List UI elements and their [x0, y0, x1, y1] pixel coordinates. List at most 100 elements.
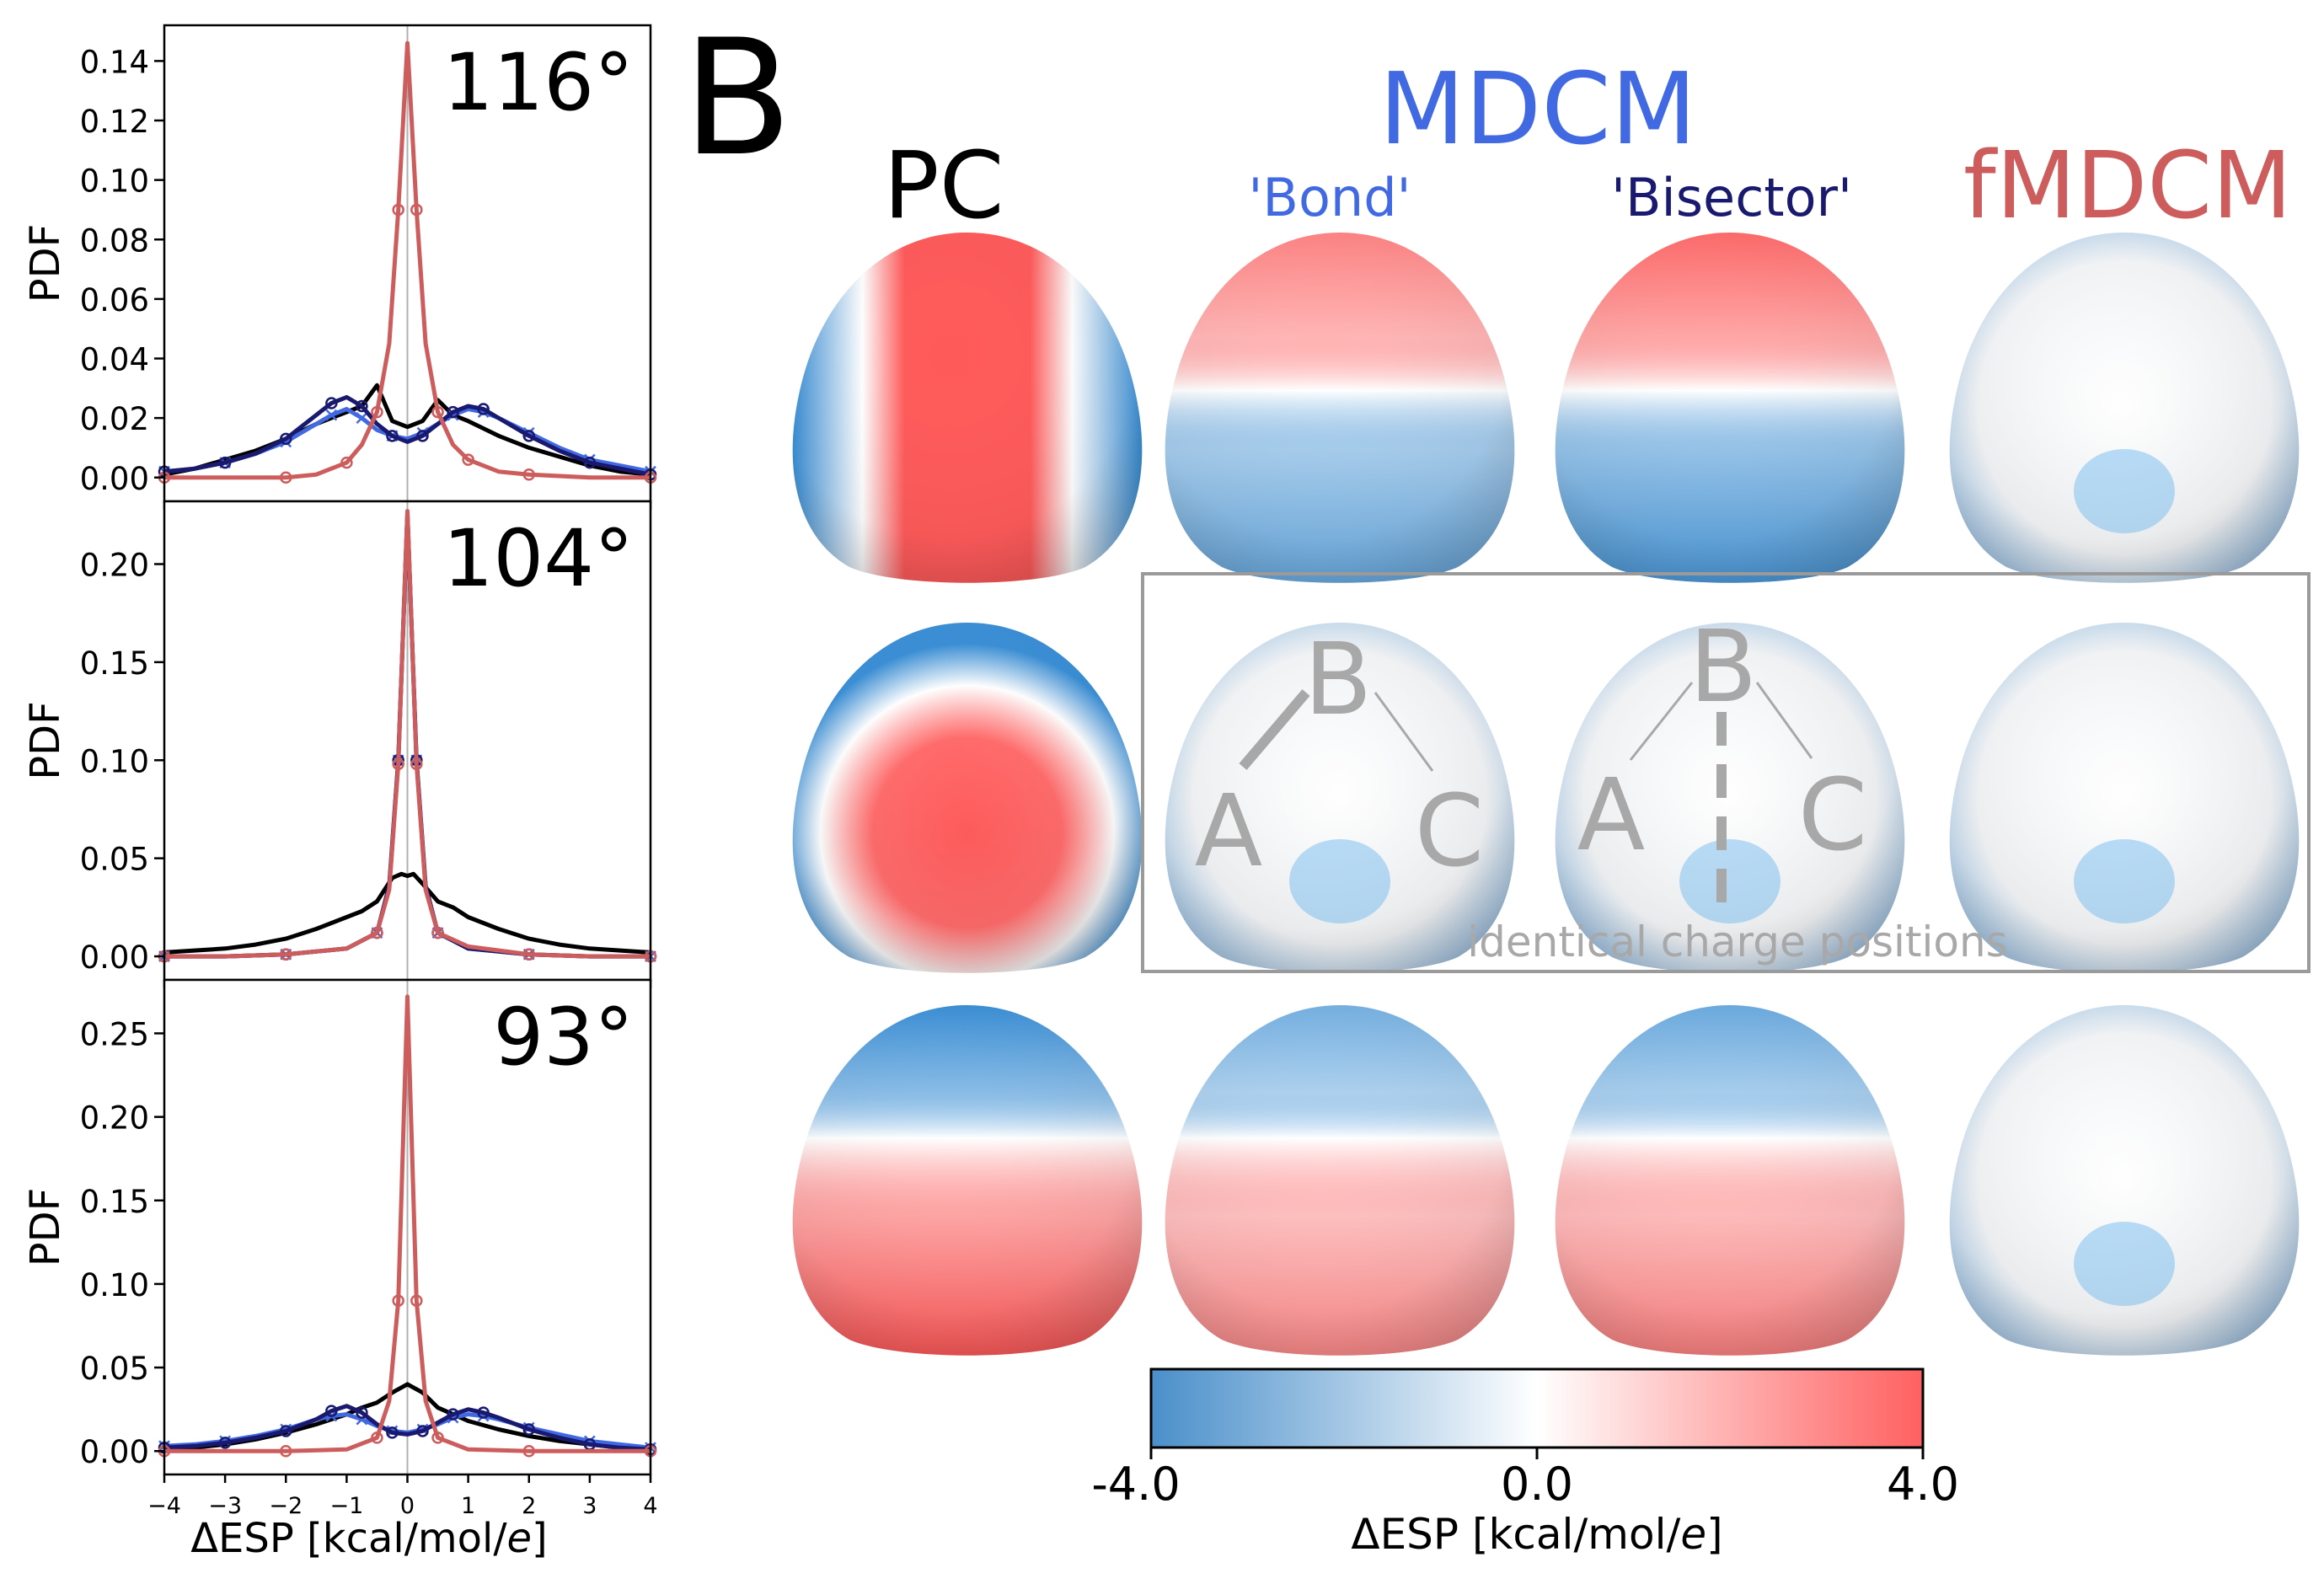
- series-marker: [280, 471, 292, 484]
- bisector-line-bc: [1755, 682, 1813, 759]
- esp-maps: [792, 233, 2300, 1356]
- panel-a-xlabel: ΔESP [kcal/mol/e]: [190, 1515, 548, 1562]
- x-tick-label: −2: [269, 1493, 303, 1519]
- series-marker: [356, 399, 368, 413]
- esp-map-bond-2: [1165, 1005, 1515, 1356]
- series-marker: [392, 1294, 404, 1308]
- series-marker: [477, 1406, 490, 1419]
- bond-atom-a: A: [1195, 773, 1263, 889]
- series-marker: [416, 430, 429, 442]
- y-tick-label: 0.10: [80, 163, 149, 200]
- bond-atom-c: C: [1415, 773, 1484, 889]
- y-tick-label: 0.06: [80, 282, 149, 318]
- map-shading: [1555, 233, 1905, 583]
- series-marker: [431, 926, 444, 939]
- bond-schematic: A B C: [1195, 621, 1485, 889]
- bisector-line-ab: [1629, 682, 1694, 761]
- series-marker: [462, 453, 474, 466]
- y-tick-label: 0.00: [80, 1434, 149, 1470]
- map-shading: [1949, 1005, 2300, 1356]
- colorbar-gradient: [1149, 1367, 1925, 1449]
- colorbar-tick-label-max: 4.0: [1887, 1458, 1959, 1511]
- series-marker: [522, 430, 535, 442]
- series-line-mdcm-bisector: [163, 394, 651, 477]
- bond-atom-b: B: [1304, 621, 1373, 737]
- angle-label: 116°: [443, 37, 634, 129]
- x-tick-label: 2: [522, 1493, 536, 1519]
- x-tick-label: −1: [329, 1493, 363, 1519]
- colorbar-label: ΔESP [kcal/mol/e]: [1351, 1510, 1722, 1559]
- series-line-mdcm-bisector: [163, 1404, 651, 1452]
- y-tick-label: 0.00: [80, 939, 149, 976]
- series-marker: [392, 757, 404, 771]
- series-marker: [522, 1423, 535, 1436]
- map-shading: [1165, 623, 1515, 973]
- colorbar-tick-label-min: -4.0: [1091, 1458, 1180, 1511]
- series-marker: [280, 432, 292, 446]
- esp-map-pc-0: [792, 233, 1143, 583]
- esp-map-bisector-0: [1555, 233, 1905, 583]
- bond-line-ab: [1239, 689, 1310, 770]
- panel-b: B MDCM PC 'Bond' 'Bisector' fMDCM A B C …: [683, 5, 2311, 1559]
- identical-positions-box: [1141, 572, 2311, 973]
- y-tick-label: 0.00: [80, 461, 149, 497]
- esp-map-pc-1: [792, 623, 1143, 973]
- panel-b-letter: B: [683, 5, 792, 191]
- series-marker: [431, 1431, 444, 1444]
- pdf-plot-0: 0.00 0.02 0.04 0.06 0.08 0.10 0.12 0.14 116° PDF: [22, 24, 657, 510]
- series-marker: [218, 456, 232, 469]
- series-marker: [325, 1405, 338, 1417]
- y-tick-label: 0.02: [80, 401, 149, 437]
- map-shading: [792, 623, 1143, 973]
- y-axis-label: PDF: [22, 701, 69, 780]
- bond-line-bc: [1374, 692, 1434, 772]
- x-tick-label: 4: [643, 1493, 657, 1519]
- box-caption: identical charge positions: [1467, 918, 2007, 966]
- y-tick-label: 0.10: [80, 743, 149, 779]
- series-marker: [522, 948, 535, 961]
- y-tick-label: 0.05: [80, 842, 149, 878]
- y-tick-label: 0.15: [80, 1184, 149, 1220]
- esp-map-fmdcm-2: [1949, 1005, 2300, 1356]
- map-shading: [792, 1005, 1143, 1356]
- y-tick-label: 0.25: [80, 1016, 149, 1052]
- y-tick-label: 0.20: [80, 547, 149, 583]
- series-marker: [447, 1408, 459, 1421]
- series-marker: [392, 203, 404, 217]
- esp-map-bisector-1: [1555, 623, 1905, 973]
- y-tick-label: 0.20: [80, 1100, 149, 1137]
- panel-a: A 0.000.020.040.060.080.100.120.14116°PD…: [22, 10, 658, 1562]
- esp-map-bond-0: [1165, 233, 1515, 583]
- bisector-atom-c: C: [1798, 757, 1867, 873]
- series-marker: [356, 1406, 368, 1419]
- series-marker: [477, 403, 490, 415]
- y-tick-label: 0.05: [80, 1351, 149, 1387]
- series-marker: [371, 405, 383, 419]
- series-marker: [325, 409, 338, 421]
- y-tick-label: 0.04: [80, 342, 149, 378]
- header-bisector: 'Bisector': [1611, 167, 1852, 228]
- map-shading: [792, 233, 1143, 583]
- series-marker: [386, 430, 399, 442]
- series-marker: [280, 1425, 292, 1437]
- esp-map-fmdcm-0: [1949, 233, 2300, 583]
- esp-map-pc-2: [792, 1005, 1143, 1356]
- series-marker: [431, 405, 444, 419]
- series-marker: [371, 1431, 383, 1444]
- series-line-pc: [163, 871, 651, 955]
- series-marker: [416, 1425, 429, 1437]
- series-line-fmdcm: [164, 994, 651, 1453]
- series-marker: [522, 1444, 535, 1458]
- colorbar-tick-label-mid: 0.0: [1501, 1458, 1573, 1511]
- series-line-fmdcm: [164, 509, 651, 959]
- map-shading: [1165, 233, 1515, 583]
- map-shading: [1555, 1005, 1905, 1356]
- y-tick-label: 0.12: [80, 104, 149, 140]
- y-axis-label: PDF: [22, 1188, 69, 1267]
- bisector-atom-b: B: [1689, 608, 1758, 725]
- series-marker: [325, 397, 338, 409]
- y-axis-label: PDF: [22, 224, 69, 303]
- header-mdcm: MDCM: [1379, 51, 1697, 167]
- series-marker: [522, 468, 535, 481]
